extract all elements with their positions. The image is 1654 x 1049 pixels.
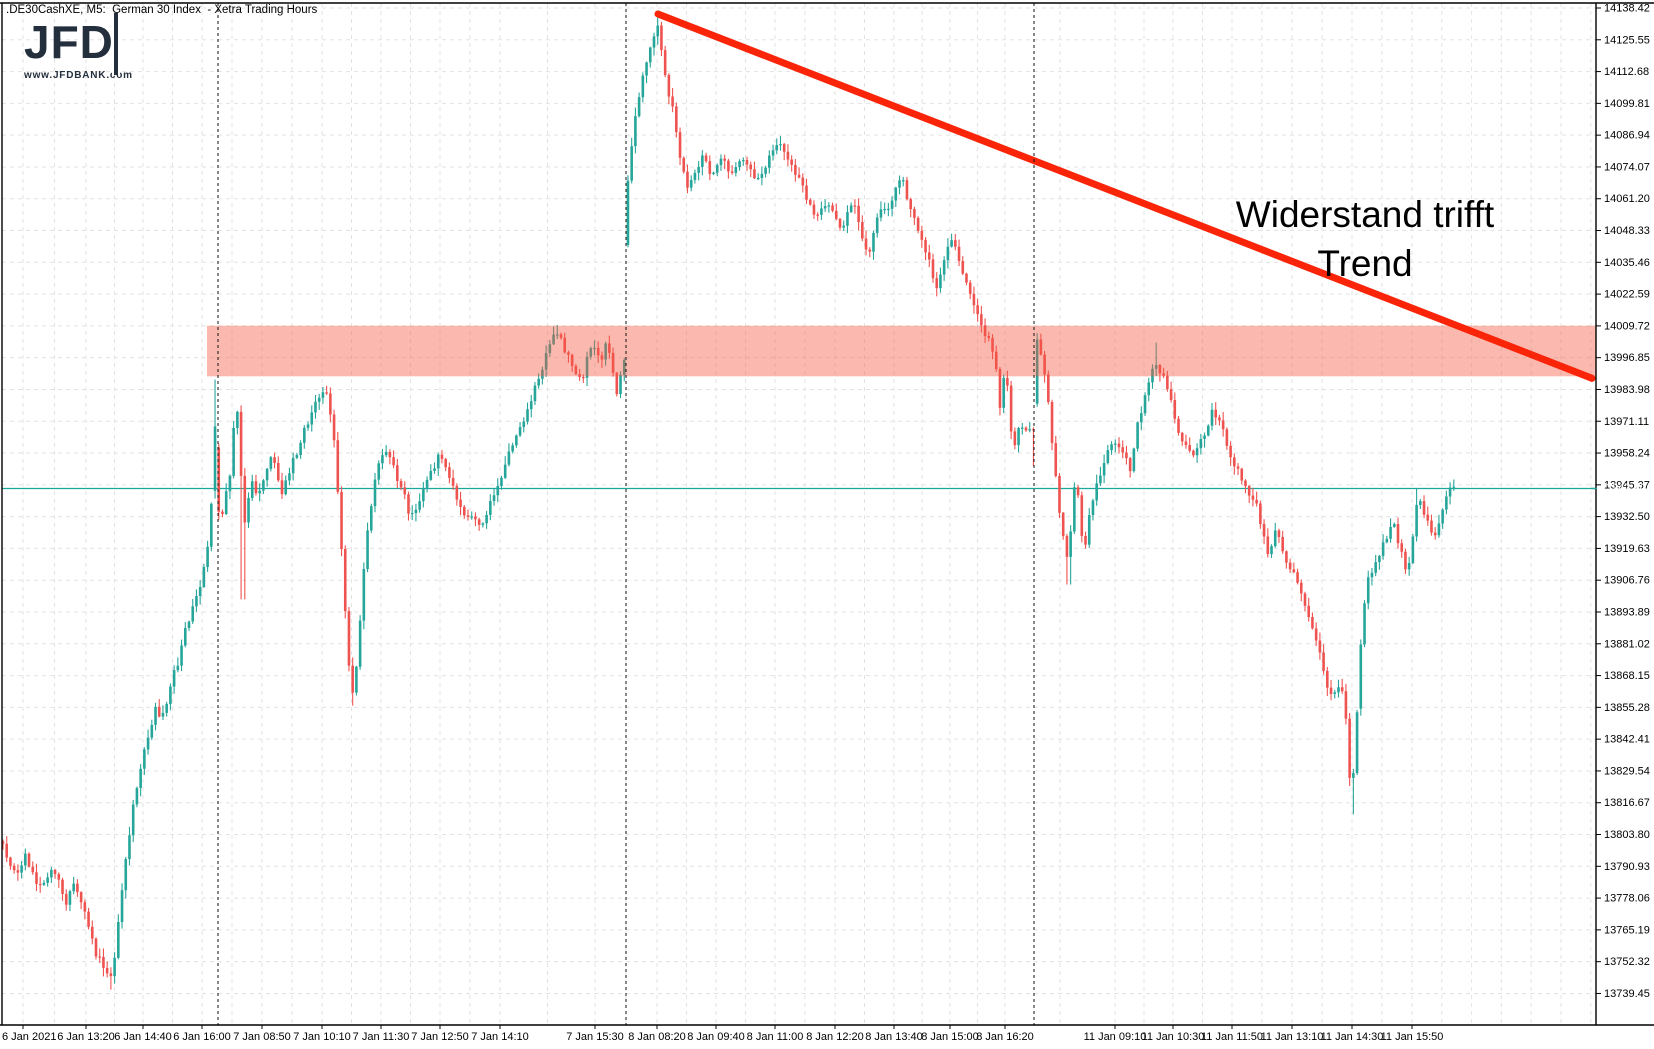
svg-text:11 Jan 14:30: 11 Jan 14:30 [1321,1031,1384,1043]
svg-text:14061.20: 14061.20 [1604,193,1650,205]
svg-text:11 Jan 11:50: 11 Jan 11:50 [1201,1031,1263,1043]
svg-text:13932.50: 13932.50 [1604,511,1650,523]
svg-text:7 Jan 11:30: 7 Jan 11:30 [353,1031,410,1043]
trendline[interactable] [654,10,1596,382]
svg-text:13816.67: 13816.67 [1604,797,1650,809]
svg-text:14035.46: 14035.46 [1604,257,1650,269]
svg-text:13829.54: 13829.54 [1604,765,1650,777]
svg-text:7 Jan 14:10: 7 Jan 14:10 [471,1031,529,1043]
jfd-logo-url: www.JFDBANK.com [24,70,133,81]
grid-layer [2,3,1596,1025]
price-axis[interactable]: 14138.42 14125.55 14112.68 14099.81 14086.94… [1591,3,1650,1000]
plot-border [0,2,1654,1026]
svg-text:14009.72: 14009.72 [1604,320,1650,332]
svg-text:8 Jan 12:20: 8 Jan 12:20 [806,1031,864,1043]
svg-text:13906.76: 13906.76 [1604,575,1650,587]
svg-text:13881.02: 13881.02 [1604,638,1650,650]
svg-text:14138.42: 14138.42 [1604,3,1650,15]
svg-text:14125.55: 14125.55 [1604,34,1650,46]
svg-text:13739.45: 13739.45 [1604,988,1650,1000]
time-axis[interactable]: 6 Jan 2021 6 Jan 13:20 6 Jan 14:40 6 Jan 16… [2,1025,1443,1043]
svg-text:14086.94: 14086.94 [1604,130,1650,142]
svg-text:11 Jan 10:30: 11 Jan 10:30 [1142,1031,1205,1043]
current-price-tag: 13943.90 [1600,482,1646,494]
svg-text:8 Jan 15:00: 8 Jan 15:00 [921,1031,979,1043]
svg-text:13996.85: 13996.85 [1604,352,1650,364]
svg-text:6 Jan 14:40: 6 Jan 14:40 [114,1031,172,1043]
svg-text:11 Jan 13:10: 11 Jan 13:10 [1261,1031,1324,1043]
svg-text:14048.33: 14048.33 [1604,225,1650,237]
svg-text:13868.15: 13868.15 [1604,670,1650,682]
svg-text:13855.28: 13855.28 [1604,702,1650,714]
svg-text:13765.19: 13765.19 [1604,924,1650,936]
annotation-text: Widerstand trifft Trend [1205,190,1525,288]
svg-text:8 Jan 13:40: 8 Jan 13:40 [865,1031,923,1043]
svg-text:6 Jan 16:00: 6 Jan 16:00 [173,1031,231,1043]
annotation-line2: Trend [1317,243,1413,284]
svg-text:7 Jan 08:50: 7 Jan 08:50 [233,1031,291,1043]
svg-text:13893.89: 13893.89 [1604,606,1650,618]
svg-text:13790.93: 13790.93 [1604,861,1650,873]
svg-text:13842.41: 13842.41 [1604,734,1650,746]
svg-text:14074.07: 14074.07 [1604,161,1650,173]
svg-text:13945.37: 13945.37 [1604,479,1650,491]
svg-text:6 Jan 13:20: 6 Jan 13:20 [57,1031,115,1043]
jfd-logo-text: JFD [24,16,114,68]
svg-text:6 Jan 2021: 6 Jan 2021 [2,1031,56,1043]
svg-text:13919.63: 13919.63 [1604,543,1650,555]
svg-text:8 Jan 16:20: 8 Jan 16:20 [976,1031,1034,1043]
svg-text:11 Jan 15:50: 11 Jan 15:50 [1381,1031,1444,1043]
svg-text:13983.98: 13983.98 [1604,384,1650,396]
logo-candle-icon [112,13,120,75]
svg-text:7 Jan 10:10: 7 Jan 10:10 [293,1031,351,1043]
svg-text:7 Jan 15:30: 7 Jan 15:30 [566,1031,624,1043]
resistance-zone[interactable] [207,325,1596,377]
candles-layer [1,10,1456,990]
svg-text:8 Jan 11:00: 8 Jan 11:00 [747,1031,804,1043]
period-separators [217,3,1035,1025]
svg-text:8 Jan 09:40: 8 Jan 09:40 [687,1031,745,1043]
svg-text:7 Jan 12:50: 7 Jan 12:50 [411,1031,469,1043]
chart-title: .DE30CashXE, M5: German 30 Index - Xetra… [6,4,318,16]
svg-text:13971.11: 13971.11 [1604,416,1649,428]
svg-text:13778.06: 13778.06 [1604,893,1650,905]
annotation-line1: Widerstand trifft [1235,194,1495,235]
jfd-logo: JFD www.JFDBANK.com [24,13,133,81]
svg-text:8 Jan 08:20: 8 Jan 08:20 [628,1031,686,1043]
svg-text:14099.81: 14099.81 [1604,98,1650,110]
svg-text:11 Jan 09:10: 11 Jan 09:10 [1084,1031,1147,1043]
svg-text:14112.68: 14112.68 [1604,66,1649,78]
svg-text:13958.24: 13958.24 [1604,448,1650,460]
svg-text:13803.80: 13803.80 [1604,829,1650,841]
svg-text:13752.32: 13752.32 [1604,956,1650,968]
svg-text:14022.59: 14022.59 [1604,289,1650,301]
